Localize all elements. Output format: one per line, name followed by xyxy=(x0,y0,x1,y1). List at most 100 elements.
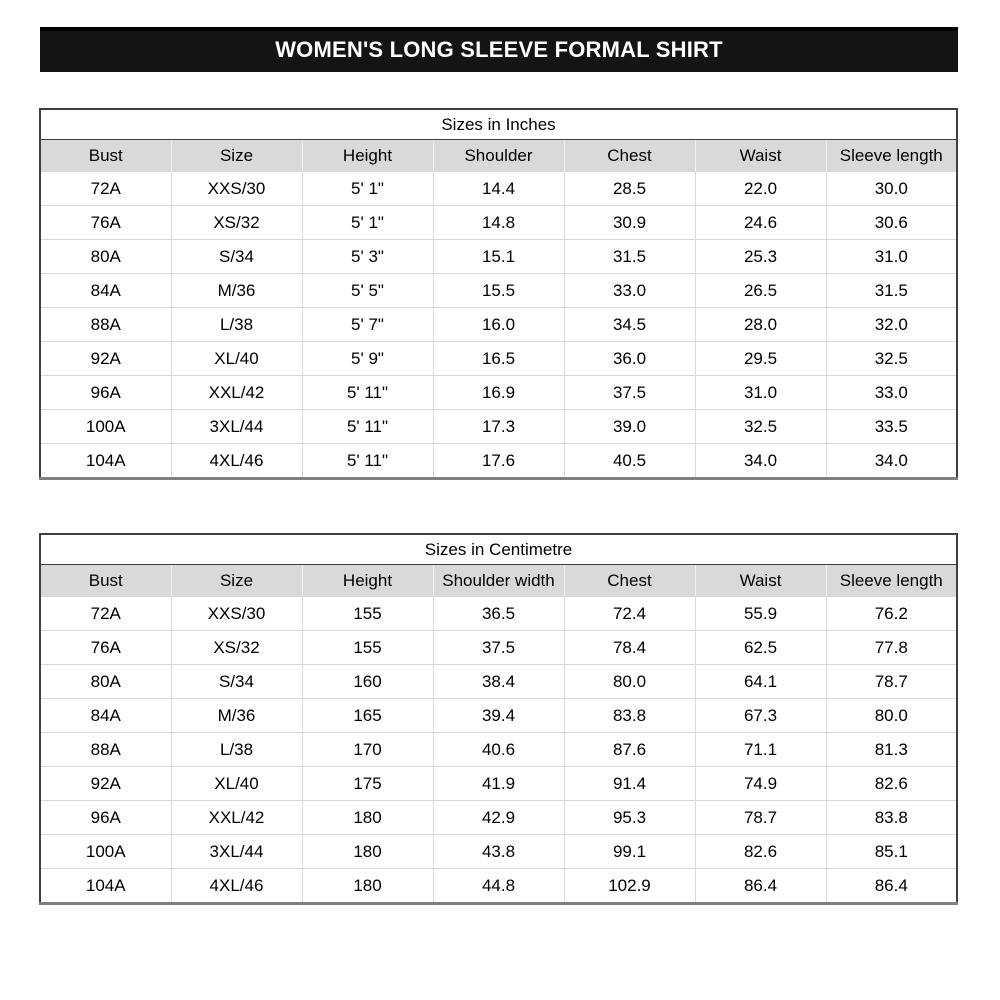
table-cell: 42.9 xyxy=(432,800,565,835)
table-cell: 100A xyxy=(39,834,172,869)
table-cell: 100A xyxy=(39,409,172,444)
table-cell: 62.5 xyxy=(694,630,827,665)
column-header-size: Size xyxy=(170,139,303,172)
column-header-sleeve-length: Sleeve length xyxy=(825,564,958,597)
table-cell: 37.5 xyxy=(563,375,696,410)
table-cell: 43.8 xyxy=(432,834,565,869)
table-row: 84A M/36 5' 5" 15.5 33.0 26.5 31.5 xyxy=(39,273,958,308)
table-cell: 31.0 xyxy=(694,375,827,410)
table-cell: 180 xyxy=(301,834,434,869)
table-cell: 4XL/46 xyxy=(170,868,303,904)
table-cell: 3XL/44 xyxy=(170,834,303,869)
table-cell: 83.8 xyxy=(563,698,696,733)
column-header-waist: Waist xyxy=(694,564,827,597)
table-cell: 33.0 xyxy=(563,273,696,308)
table-cell: 32.5 xyxy=(825,341,958,376)
table-cell: 74.9 xyxy=(694,766,827,801)
table-row: 76A XS/32 5' 1" 14.8 30.9 24.6 30.6 xyxy=(39,205,958,240)
table-cell: 104A xyxy=(39,443,172,479)
table-cell: 165 xyxy=(301,698,434,733)
table-cell: XL/40 xyxy=(170,341,303,376)
table-cell: 155 xyxy=(301,596,434,631)
table-cell: 33.5 xyxy=(825,409,958,444)
table-cell: XXS/30 xyxy=(170,171,303,206)
table-cell: 41.9 xyxy=(432,766,565,801)
table-cell: 33.0 xyxy=(825,375,958,410)
table-cell: 25.3 xyxy=(694,239,827,274)
column-header-bust: Bust xyxy=(39,139,172,172)
table-cell: 92A xyxy=(39,766,172,801)
table-cell: 29.5 xyxy=(694,341,827,376)
table-cell: XXL/42 xyxy=(170,800,303,835)
table-cell: 40.6 xyxy=(432,732,565,767)
column-header-sleeve-length: Sleeve length xyxy=(825,139,958,172)
table-cell: 44.8 xyxy=(432,868,565,904)
table-row: 92A XL/40 175 41.9 91.4 74.9 82.6 xyxy=(39,766,958,801)
table-cell: 180 xyxy=(301,800,434,835)
table-row: 100A 3XL/44 180 43.8 99.1 82.6 85.1 xyxy=(39,834,958,869)
table-cell: 31.5 xyxy=(825,273,958,308)
table-cell: 80A xyxy=(39,239,172,274)
table-cell: 5' 1" xyxy=(301,171,434,206)
table-cell: 104A xyxy=(39,868,172,904)
table-cell: 78.4 xyxy=(563,630,696,665)
product-title: WOMEN'S LONG SLEEVE FORMAL SHIRT xyxy=(275,36,723,62)
column-header-height: Height xyxy=(301,139,434,172)
table-cell: 96A xyxy=(39,375,172,410)
table-cell: 102.9 xyxy=(563,868,696,904)
table-cell: 32.5 xyxy=(694,409,827,444)
table-cell: S/34 xyxy=(170,239,303,274)
table-cell: 15.5 xyxy=(432,273,565,308)
table-cell: 26.5 xyxy=(694,273,827,308)
table-cell: 160 xyxy=(301,664,434,699)
sizes-in-inches-table: Sizes in Inches Bust Size Height Shoulde… xyxy=(39,108,958,480)
table-row: 76A XS/32 155 37.5 78.4 62.5 77.8 xyxy=(39,630,958,665)
table-row: 96A XXL/42 5' 11" 16.9 37.5 31.0 33.0 xyxy=(39,375,958,410)
column-header-waist: Waist xyxy=(694,139,827,172)
table-title-row: Sizes in Centimetre xyxy=(39,533,958,565)
table-row: 104A 4XL/46 5' 11" 17.6 40.5 34.0 34.0 xyxy=(39,443,958,479)
table-title: Sizes in Inches xyxy=(39,108,958,140)
table-cell: 16.9 xyxy=(432,375,565,410)
table-cell: 96A xyxy=(39,800,172,835)
column-header-shoulder: Shoulder xyxy=(432,139,565,172)
table-cell: 84A xyxy=(39,273,172,308)
table-cell: 37.5 xyxy=(432,630,565,665)
table-cell: 76A xyxy=(39,205,172,240)
table-cell: 67.3 xyxy=(694,698,827,733)
table-cell: 34.0 xyxy=(825,443,958,479)
table-cell: 14.4 xyxy=(432,171,565,206)
table-cell: 72.4 xyxy=(563,596,696,631)
table-cell: 99.1 xyxy=(563,834,696,869)
table-cell: 77.8 xyxy=(825,630,958,665)
table-cell: 28.0 xyxy=(694,307,827,342)
table-cell: 85.1 xyxy=(825,834,958,869)
table-cell: 28.5 xyxy=(563,171,696,206)
table-cell: 91.4 xyxy=(563,766,696,801)
table-cell: L/38 xyxy=(170,732,303,767)
column-header-size: Size xyxy=(170,564,303,597)
table-row: 72A XXS/30 5' 1" 14.4 28.5 22.0 30.0 xyxy=(39,171,958,206)
table-cell: M/36 xyxy=(170,273,303,308)
table-cell: 39.4 xyxy=(432,698,565,733)
table-cell: 24.6 xyxy=(694,205,827,240)
table-cell: 30.6 xyxy=(825,205,958,240)
sizes-in-centimetre-table: Sizes in Centimetre Bust Size Height Sho… xyxy=(39,533,958,905)
table-cell: 36.0 xyxy=(563,341,696,376)
table-cell: M/36 xyxy=(170,698,303,733)
table-cell: 170 xyxy=(301,732,434,767)
table-cell: 86.4 xyxy=(694,868,827,904)
table-row: 96A XXL/42 180 42.9 95.3 78.7 83.8 xyxy=(39,800,958,835)
table-cell: 5' 1" xyxy=(301,205,434,240)
table-cell: 83.8 xyxy=(825,800,958,835)
table-row: 80A S/34 5' 3" 15.1 31.5 25.3 31.0 xyxy=(39,239,958,274)
table-cell: 36.5 xyxy=(432,596,565,631)
table-cell: 17.6 xyxy=(432,443,565,479)
table-cell: 180 xyxy=(301,868,434,904)
table-cell: 72A xyxy=(39,596,172,631)
column-header-chest: Chest xyxy=(563,564,696,597)
table-cell: 5' 7" xyxy=(301,307,434,342)
table-header-row: Bust Size Height Shoulder Chest Waist Sl… xyxy=(39,139,958,172)
table-cell: 22.0 xyxy=(694,171,827,206)
table-cell: 5' 11" xyxy=(301,443,434,479)
